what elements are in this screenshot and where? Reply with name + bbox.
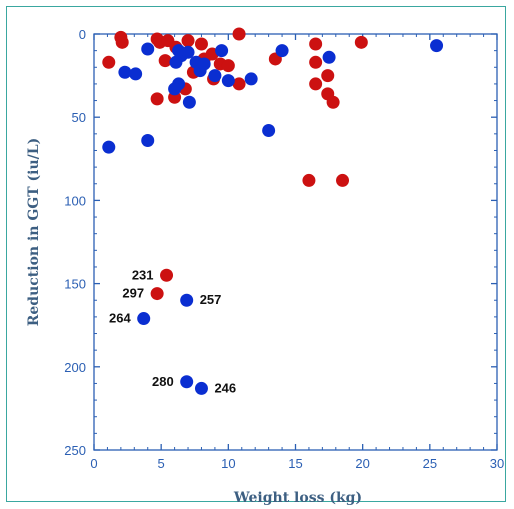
x-tick-label: 25 bbox=[423, 456, 437, 471]
red-data-point bbox=[354, 35, 368, 49]
point-label: 231 bbox=[132, 267, 154, 282]
data-points bbox=[102, 27, 444, 395]
point-label: 297 bbox=[122, 286, 144, 301]
point-label: 280 bbox=[152, 374, 174, 389]
point-label: 257 bbox=[200, 292, 222, 307]
red-data-point bbox=[150, 287, 164, 301]
red-data-point bbox=[309, 77, 323, 91]
red-data-point bbox=[309, 55, 323, 69]
blue-data-point bbox=[180, 293, 194, 307]
red-data-point bbox=[321, 69, 335, 83]
point-labels: 231 297 257 264 280 246 bbox=[109, 267, 236, 395]
red-data-point bbox=[232, 27, 246, 41]
blue-data-point bbox=[322, 50, 336, 64]
blue-data-point bbox=[244, 72, 258, 86]
y-tick-label: 100 bbox=[64, 193, 86, 208]
red-data-point bbox=[309, 37, 323, 51]
red-data-point bbox=[302, 173, 316, 187]
blue-data-point bbox=[141, 42, 155, 56]
point-label: 264 bbox=[109, 311, 131, 326]
blue-data-point bbox=[221, 74, 235, 88]
x-tick-label: 5 bbox=[158, 456, 165, 471]
blue-data-point bbox=[262, 124, 276, 138]
red-data-point bbox=[115, 35, 129, 49]
red-data-point bbox=[232, 77, 246, 91]
red-data-point bbox=[150, 92, 164, 106]
x-tick-label: 30 bbox=[490, 456, 504, 471]
red-data-point bbox=[102, 55, 116, 69]
axes: 0 5 10 15 20 25 30 0 50 100 150 200 250 bbox=[64, 27, 504, 471]
red-data-point bbox=[221, 59, 235, 73]
red-data-point bbox=[326, 95, 340, 109]
blue-data-point bbox=[180, 375, 194, 389]
y-tick-label: 150 bbox=[64, 277, 86, 292]
x-tick-label: 0 bbox=[90, 456, 97, 471]
blue-data-point bbox=[215, 44, 229, 58]
blue-data-point bbox=[129, 67, 143, 81]
red-data-point bbox=[194, 37, 208, 51]
blue-data-point bbox=[102, 140, 116, 154]
blue-data-point bbox=[430, 39, 444, 53]
y-tick-label: 200 bbox=[64, 360, 86, 375]
blue-data-point bbox=[137, 312, 151, 326]
x-axis-label: Weight loss (kg) bbox=[233, 490, 362, 506]
point-label: 246 bbox=[214, 380, 236, 395]
red-data-point bbox=[181, 34, 195, 48]
blue-data-point bbox=[141, 133, 155, 147]
blue-data-point bbox=[197, 57, 211, 71]
blue-data-point bbox=[181, 45, 195, 59]
y-tick-label: 250 bbox=[64, 443, 86, 458]
y-tick-label: 50 bbox=[72, 110, 86, 125]
blue-data-point bbox=[194, 381, 208, 395]
red-data-point bbox=[158, 54, 172, 68]
blue-data-point bbox=[182, 95, 196, 109]
blue-data-point bbox=[118, 65, 132, 79]
x-tick-label: 10 bbox=[221, 456, 235, 471]
x-tick-label: 20 bbox=[355, 456, 369, 471]
x-tick-label: 15 bbox=[288, 456, 302, 471]
y-tick-label: 0 bbox=[79, 27, 86, 42]
chart-frame bbox=[6, 6, 506, 502]
y-axis-label: Reduction in GGT (iu/L) bbox=[26, 138, 42, 327]
blue-data-point bbox=[169, 55, 183, 69]
blue-data-point bbox=[275, 44, 289, 58]
red-data-point bbox=[336, 173, 350, 187]
red-data-point bbox=[160, 268, 174, 282]
blue-data-point bbox=[168, 82, 182, 96]
blue-data-point bbox=[208, 69, 222, 83]
